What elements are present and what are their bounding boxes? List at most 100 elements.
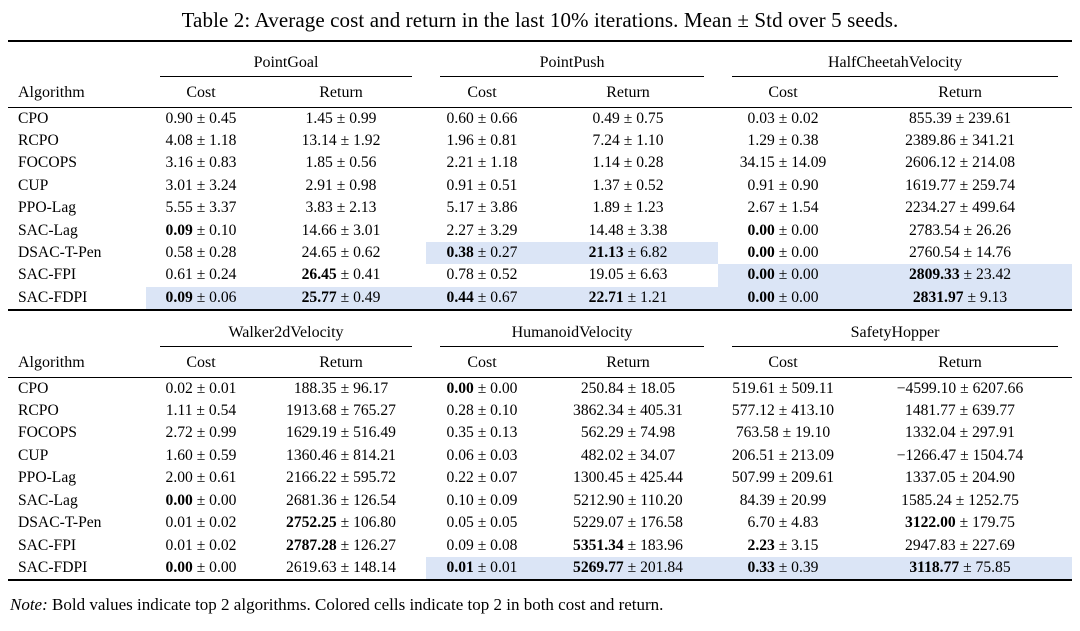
result-cell: 3862.34 ± 405.31	[538, 400, 718, 422]
std-value: 0.00	[791, 221, 819, 239]
env-name: PointPush	[539, 54, 605, 71]
result-cell: 6.70 ± 4.83	[718, 512, 848, 534]
std-value: 1252.75	[968, 491, 1019, 509]
std-value: 509.11	[791, 379, 834, 397]
result-cell: 1913.68 ± 765.27	[256, 400, 426, 422]
result-cell: 250.84 ± 18.05	[538, 377, 718, 400]
mean-value: 2166.22	[286, 469, 337, 487]
mean-value: 206.51	[731, 446, 775, 464]
plus-minus-sign: ±	[336, 379, 354, 397]
mean-value: 1300.45	[573, 469, 624, 487]
mean-value: 34.15	[739, 154, 775, 172]
result-cell: 0.10 ± 0.09	[426, 490, 538, 512]
algorithm-name: PPO-Lag	[18, 469, 77, 487]
plus-minus-sign: ±	[473, 109, 491, 127]
result-cell: 1.89 ± 1.23	[538, 197, 718, 219]
table-row: CUP 3.01 ± 3.24 2.91 ± 0.98 0.91 ± 0.51 1.37…	[8, 175, 1072, 197]
std-value: 96.17	[353, 379, 389, 397]
std-value: 6207.66	[972, 379, 1024, 397]
plus-minus-sign: ±	[192, 379, 210, 397]
result-cell: 2166.22 ± 595.72	[256, 467, 426, 489]
mean-value: 0.00	[747, 243, 775, 261]
mean-value: 3.16	[165, 154, 193, 172]
mean-value: 2.21	[446, 154, 474, 172]
result-cell: 0.00 ± 0.00	[426, 377, 538, 400]
plus-minus-sign: ±	[619, 176, 637, 194]
result-cell: 1585.24 ± 1252.75	[848, 490, 1072, 512]
plus-minus-sign: ±	[624, 491, 641, 509]
mean-value: 4.08	[165, 131, 193, 149]
result-cell: 519.61 ± 509.11	[718, 377, 848, 400]
mean-value: 5.17	[446, 199, 474, 217]
mean-value: 24.65	[301, 243, 337, 261]
env-group-cell: PointPush	[426, 41, 718, 77]
std-value: 0.05	[490, 514, 518, 532]
std-value: 0.02	[209, 536, 237, 554]
mean-value: 3862.34	[573, 402, 624, 420]
cost-column-header: Cost	[426, 77, 539, 108]
std-value: 1504.74	[972, 446, 1024, 464]
std-value: 106.80	[353, 514, 396, 532]
result-cell: 763.58 ± 19.10	[718, 422, 848, 444]
algorithm-column-header: Algorithm	[8, 347, 146, 378]
plus-minus-sign: ±	[473, 221, 491, 239]
result-cell: 1.60 ± 0.59	[146, 445, 256, 467]
plus-minus-sign: ±	[959, 266, 977, 284]
mean-value: 2619.63	[286, 558, 337, 576]
result-cell: 2389.86 ± 341.21	[848, 130, 1072, 152]
plus-minus-sign: ±	[192, 221, 210, 239]
mean-value: 5269.77	[573, 558, 624, 576]
std-value: 1.92	[353, 131, 381, 149]
result-cell: 2.91 ± 0.98	[256, 175, 426, 197]
result-cell: 25.77 ± 0.49	[256, 286, 427, 311]
std-value: 126.54	[353, 491, 396, 509]
plus-minus-sign: ±	[623, 243, 641, 261]
mean-value: 22.71	[588, 288, 624, 306]
plus-minus-sign: ±	[774, 221, 792, 239]
plus-minus-sign: ±	[955, 199, 973, 217]
algorithm-column-header: Algorithm	[8, 77, 146, 108]
std-value: 148.14	[353, 558, 396, 576]
plus-minus-sign: ±	[336, 558, 354, 576]
result-cell: 0.91 ± 0.51	[426, 175, 538, 197]
plus-minus-sign: ±	[623, 402, 641, 420]
cost-column-header: Cost	[718, 77, 849, 108]
plus-minus-sign: ±	[623, 558, 641, 576]
std-value: 0.56	[349, 154, 377, 172]
mean-value: 2760.54	[908, 243, 960, 261]
mean-value: 0.00	[747, 288, 775, 306]
mean-value: 1360.46	[286, 446, 337, 464]
plus-minus-sign: ±	[955, 402, 973, 420]
mean-value: 0.09	[446, 536, 474, 554]
result-cell: 2.00 ± 0.61	[146, 467, 256, 489]
note-label: Note:	[10, 595, 48, 615]
std-value: 814.21	[353, 446, 396, 464]
mean-value: 14.48	[588, 221, 624, 239]
mean-value: 1585.24	[901, 491, 952, 509]
plus-minus-sign: ±	[332, 109, 350, 127]
plus-minus-sign: ±	[473, 514, 491, 532]
result-cell: 5269.77 ± 201.84	[538, 556, 718, 581]
return-column-header: Return	[256, 77, 427, 108]
plus-minus-sign: ±	[192, 243, 210, 261]
mean-value: 0.58	[165, 243, 193, 261]
mean-value: 2234.27	[905, 199, 956, 217]
mean-value: 0.49	[592, 109, 620, 127]
mean-value: 519.61	[732, 379, 776, 397]
plus-minus-sign: ±	[623, 446, 641, 464]
corner-spacer	[8, 41, 146, 77]
plus-minus-sign: ±	[336, 288, 354, 306]
plus-minus-sign: ±	[619, 131, 637, 149]
std-value: 0.62	[353, 243, 381, 261]
env-group-cell: HalfCheetahVelocity	[718, 41, 1072, 77]
plus-minus-sign: ±	[336, 469, 354, 487]
plus-minus-sign: ±	[473, 402, 491, 420]
mean-value: 0.09	[165, 288, 193, 306]
std-value: 297.91	[972, 424, 1015, 442]
result-cell: 13.14 ± 1.92	[256, 130, 426, 152]
plus-minus-sign: ±	[623, 288, 641, 306]
mean-value: 19.05	[588, 266, 624, 284]
result-cell: 0.78 ± 0.52	[426, 264, 538, 286]
mean-value: 0.60	[446, 109, 474, 127]
result-cell: 2.27 ± 3.29	[426, 220, 538, 242]
